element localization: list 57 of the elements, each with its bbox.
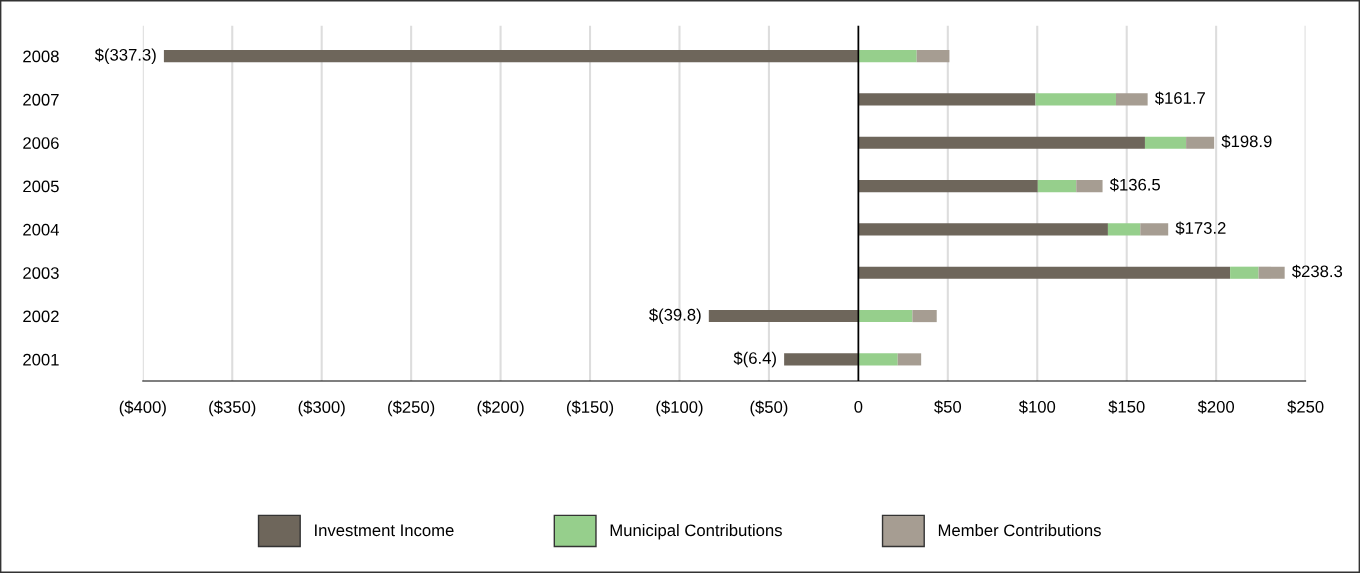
bar: [858, 266, 1231, 279]
bar: [708, 309, 859, 323]
legend-label: Municipal Contributions: [610, 523, 782, 540]
total-label: $(39.8): [649, 308, 701, 324]
y-tick-label: 2008: [23, 50, 59, 63]
y-tick-label: 2004: [23, 223, 59, 236]
x-tick-label: $200: [1197, 400, 1235, 414]
x-tick-label: ($100): [656, 400, 703, 417]
x-tick-label: ($400): [119, 400, 166, 417]
y-tick-label: 2007: [23, 93, 59, 106]
bar: [1076, 180, 1103, 193]
bar: [1107, 223, 1141, 236]
bar: [912, 309, 937, 323]
x-tick-label: ($200): [477, 400, 524, 417]
x-tick-label: ($50): [750, 400, 788, 417]
x-tick-label: ($350): [209, 400, 256, 417]
x-tick-label: $150: [1108, 400, 1145, 414]
bar: [1186, 136, 1215, 149]
legend-label: Member Contributions: [938, 523, 1101, 537]
bar: [163, 50, 859, 63]
bar: [858, 223, 1108, 236]
bar: [897, 353, 922, 366]
x-tick-label: ($150): [566, 400, 614, 417]
bar: [858, 309, 913, 323]
bar: [1037, 180, 1077, 193]
bar: [1258, 266, 1285, 279]
x-tick-label: ($300): [298, 400, 345, 417]
bar: [1035, 93, 1116, 106]
total-label: $173.2: [1175, 221, 1226, 235]
x-tick-label: $50: [934, 400, 962, 414]
total-label: $161.7: [1154, 91, 1205, 105]
bar: [858, 180, 1038, 193]
bar: [858, 353, 898, 366]
total-label: $(6.4): [733, 351, 776, 368]
x-tick-label: ($250): [388, 400, 435, 417]
legend-label: Investment Income: [315, 524, 454, 537]
bar: [1115, 93, 1148, 106]
y-tick-label: 2003: [23, 267, 59, 279]
total-label: $136.5: [1109, 178, 1160, 192]
total-label: $198.9: [1221, 134, 1272, 149]
bar: [1140, 223, 1169, 236]
y-tick-label: 2002: [23, 310, 59, 323]
bar: [858, 136, 1145, 149]
y-tick-label: 2006: [23, 137, 59, 149]
bar: [1144, 136, 1187, 149]
bar: [858, 50, 917, 63]
x-tick-label: 0: [854, 400, 863, 413]
total-label: $(337.3): [94, 48, 156, 64]
x-tick-label: $100: [1018, 400, 1056, 414]
total-label: $238.3: [1292, 264, 1343, 279]
bar: [784, 353, 859, 366]
bar: [1230, 266, 1259, 279]
y-tick-label: 2005: [23, 180, 59, 193]
bar: [858, 93, 1036, 106]
bar: [916, 50, 950, 63]
x-tick-label: $250: [1287, 400, 1324, 414]
y-tick-label: 2001: [23, 353, 59, 366]
